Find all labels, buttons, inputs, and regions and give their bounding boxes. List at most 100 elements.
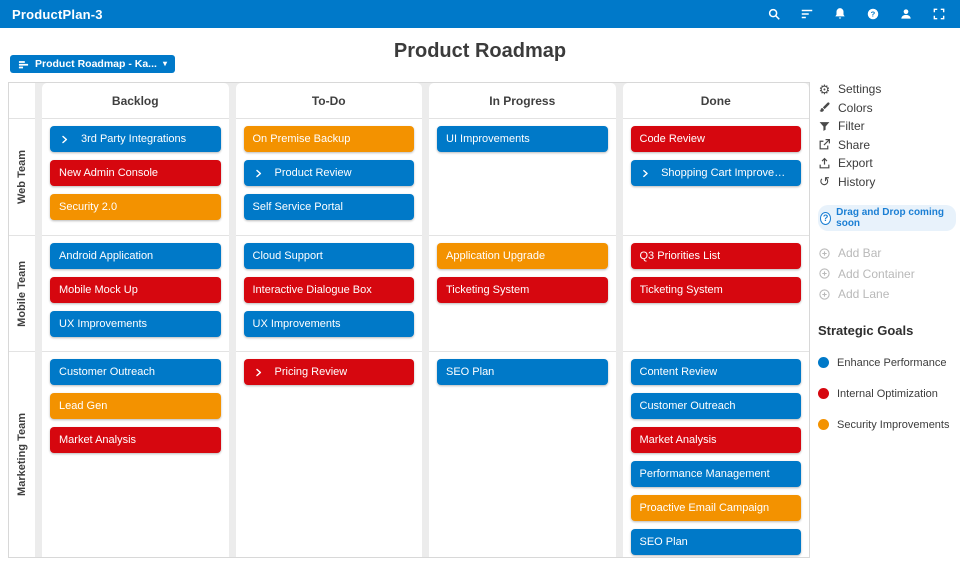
legend-title: Strategic Goals [818, 322, 914, 338]
page-title: Product Roadmap [393, 40, 567, 62]
plus-circle-icon [818, 288, 831, 301]
roadmap-selector-dropdown[interactable]: Product Roadmap - Ka... ▾ [10, 55, 175, 73]
lane-label-mobile-team: Mobile Team [9, 235, 35, 351]
panel-action-label: History [838, 174, 876, 189]
bell-icon[interactable] [833, 7, 847, 21]
column-header-in-progress: In Progress [429, 83, 616, 119]
bar-label: Performance Management [639, 468, 770, 480]
panel-action-label: Export [838, 156, 873, 171]
bar-label: Mobile Mock Up [59, 284, 138, 296]
roadmap-bar[interactable]: SEO Plan [630, 529, 801, 555]
roadmap-bar[interactable]: Proactive Email Campaign [630, 495, 801, 521]
plus-circle-icon [818, 247, 831, 260]
bar-label: Customer Outreach [639, 400, 736, 412]
drag-drop-notice-label: Drag and Drop coming soon [836, 207, 944, 229]
board-cell: Q3 Priorities List Ticketing System [622, 235, 809, 351]
board-cell: Application Upgrade Ticketing System [429, 235, 616, 351]
board-cell: Pricing Review [235, 351, 422, 557]
panel-action-share[interactable]: Share [818, 136, 956, 155]
lane-label-text: Web Team [16, 150, 28, 204]
panel-action-label: Add Bar [838, 246, 882, 261]
topbar: ProductPlan-3 ? [0, 0, 960, 28]
bar-label: Interactive Dialogue Box [252, 284, 372, 296]
chevron-right-icon [60, 134, 69, 145]
search-icon[interactable] [767, 7, 781, 21]
roadmap-bar[interactable]: Customer Outreach [50, 359, 221, 385]
roadmap-bar[interactable]: Interactive Dialogue Box [243, 277, 414, 303]
panel-action-label: Filter [838, 119, 865, 134]
bar-label: Proactive Email Campaign [639, 502, 770, 514]
roadmap-bar[interactable]: Product Review [243, 160, 414, 186]
bar-label: UX Improvements [252, 318, 341, 330]
legend-dot [818, 388, 829, 399]
roadmap-bar[interactable]: SEO Plan [437, 359, 608, 385]
bar-label: Market Analysis [59, 434, 137, 446]
svg-text:?: ? [871, 10, 876, 19]
panel-action-label: Settings [838, 82, 882, 97]
panel-action-colors[interactable]: Colors [818, 99, 956, 118]
topbar-icons: ? [767, 7, 946, 21]
panel-action-settings[interactable]: ⚙ Settings [818, 80, 956, 99]
panel-action-add-lane: Add Lane [818, 284, 956, 305]
roadmap-bar[interactable]: Lead Gen [50, 393, 221, 419]
legend-item-internal-optimization: Internal Optimization [818, 388, 956, 400]
chevron-right-icon [254, 367, 263, 378]
board-cell: Android Application Mobile Mock Up UX Impr… [42, 235, 229, 351]
roadmap-bar[interactable]: Application Upgrade [437, 243, 608, 269]
bar-label: Market Analysis [639, 434, 717, 446]
roadmap-bar[interactable]: Shopping Cart Improveme... [630, 160, 801, 186]
roadmap-bar[interactable]: Content Review [630, 359, 801, 385]
fullscreen-icon[interactable] [932, 7, 946, 21]
question-circle-icon: ? [820, 211, 832, 225]
legend-dot [818, 419, 829, 430]
bar-label: Ticketing System [639, 284, 723, 296]
roadmap-bar[interactable]: Security 2.0 [50, 194, 221, 220]
roadmap-bar[interactable]: Ticketing System [630, 277, 801, 303]
legend-label: Enhance Performance [837, 356, 947, 369]
panel-action-label: Add Lane [838, 287, 890, 302]
sort-lines-icon[interactable] [800, 7, 814, 21]
bar-label: New Admin Console [59, 167, 159, 179]
panel-action-export[interactable]: Export [818, 154, 956, 173]
roadmap-bar[interactable]: Cloud Support [243, 243, 414, 269]
roadmap-bar[interactable]: UI Improvements [437, 126, 608, 152]
funnel-icon [818, 120, 831, 133]
plus-circle-icon [818, 267, 831, 280]
roadmap-bar[interactable]: Code Review [630, 126, 801, 152]
roadmap-bar[interactable]: Pricing Review [243, 359, 414, 385]
bar-label: UI Improvements [446, 133, 530, 145]
column-header-backlog: Backlog [42, 83, 229, 119]
roadmap-bar[interactable]: Performance Management [630, 461, 801, 487]
roadmap-bar[interactable]: Ticketing System [437, 277, 608, 303]
bar-label: Android Application [59, 250, 154, 262]
roadmap-bar[interactable]: Android Application [50, 243, 221, 269]
roadmap-bar[interactable]: UX Improvements [50, 311, 221, 337]
roadmap-bar[interactable]: Q3 Priorities List [630, 243, 801, 269]
bar-label: SEO Plan [446, 366, 495, 378]
app-title: ProductPlan-3 [12, 6, 103, 22]
roadmap-dropdown-label: Product Roadmap - Ka... [35, 58, 157, 70]
chevron-right-icon [641, 168, 650, 179]
roadmap-bar[interactable]: Market Analysis [630, 427, 801, 453]
bar-label: Customer Outreach [59, 366, 155, 378]
board-cell: UI Improvements [429, 119, 616, 235]
panel-action-filter[interactable]: Filter [818, 117, 956, 136]
roadmap-bar[interactable]: Mobile Mock Up [50, 277, 221, 303]
help-icon[interactable]: ? [866, 7, 880, 21]
board-cell: Content Review Customer Outreach Market An… [622, 351, 809, 557]
roadmap-bar[interactable]: Self Service Portal [243, 194, 414, 220]
lane-label-text: Marketing Team [16, 413, 28, 496]
roadmap-bar[interactable]: 3rd Party Integrations [50, 126, 221, 152]
roadmap-bar[interactable]: UX Improvements [243, 311, 414, 337]
roadmap-bar[interactable]: On Premise Backup [243, 126, 414, 152]
roadmap-bar[interactable]: New Admin Console [50, 160, 221, 186]
user-icon[interactable] [899, 7, 913, 21]
roadmap-bar[interactable]: Market Analysis [50, 427, 221, 453]
panel-action-history[interactable]: ↺ History [818, 173, 956, 192]
bar-label: Lead Gen [59, 400, 108, 412]
panel-action-add-bar: Add Bar [818, 243, 956, 264]
roadmap-bar[interactable]: Customer Outreach [630, 393, 801, 419]
roadmap-icon [18, 59, 29, 70]
panel-action-label: Colors [838, 100, 873, 115]
lane-label-marketing-team: Marketing Team [9, 351, 35, 557]
